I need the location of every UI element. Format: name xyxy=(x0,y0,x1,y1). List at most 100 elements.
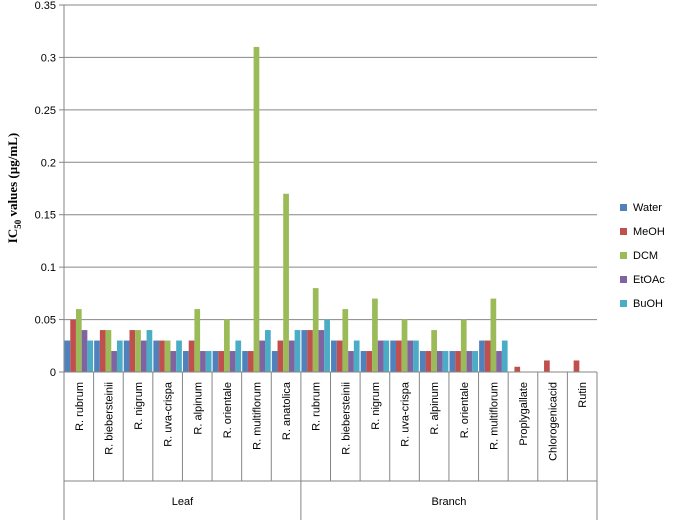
category-label: R. rubrum xyxy=(74,382,86,431)
category-label: R. biebersteinii xyxy=(340,382,352,455)
bar xyxy=(377,340,384,372)
bar xyxy=(307,330,313,372)
category-label: R. biebersteinii xyxy=(103,382,115,455)
bar xyxy=(573,360,580,372)
bars xyxy=(64,46,580,372)
legend-swatch xyxy=(620,204,627,211)
bar xyxy=(87,340,94,372)
bar xyxy=(288,340,295,372)
bar xyxy=(123,340,130,372)
bar xyxy=(94,340,100,372)
bar xyxy=(442,351,449,372)
bar xyxy=(348,351,354,372)
legend: Water MeOH DCM EtOAc BuOH xyxy=(620,202,665,310)
bar xyxy=(312,288,319,372)
legend-label: MeOH xyxy=(633,226,665,238)
y-axis-label: IC50 values (µg/mL) xyxy=(5,133,23,243)
bar xyxy=(436,351,443,372)
bar xyxy=(301,330,308,372)
bar xyxy=(336,340,343,372)
y-tick-labels: 0 0.05 0.1 0.15 0.2 0.25 0.3 0.35 xyxy=(35,0,56,379)
bar xyxy=(324,319,330,372)
bar xyxy=(390,340,396,372)
bar xyxy=(479,340,485,372)
bar xyxy=(413,340,419,372)
category-label: R. alpinum xyxy=(192,382,204,435)
gridlines xyxy=(64,4,597,321)
bar xyxy=(75,309,82,372)
bar xyxy=(490,298,497,372)
bar xyxy=(407,340,414,372)
bar xyxy=(419,351,426,372)
bar xyxy=(383,340,390,372)
y-tick-label: 0.05 xyxy=(35,315,56,327)
bar xyxy=(496,351,502,372)
category-label: R. nigrum xyxy=(370,382,382,430)
bar xyxy=(431,330,437,372)
category-label: R. orientale xyxy=(459,382,471,438)
bar xyxy=(353,340,360,372)
y-tick-label: 0 xyxy=(50,367,56,379)
bar xyxy=(342,309,349,372)
bar xyxy=(135,330,141,372)
bar xyxy=(235,340,242,372)
bar xyxy=(116,340,123,372)
category-label: Rutin xyxy=(577,382,589,408)
bar xyxy=(247,351,254,372)
legend-label: EtOAc xyxy=(633,274,665,286)
bar xyxy=(170,351,177,372)
y-tick-label: 0.3 xyxy=(41,52,56,64)
bar xyxy=(360,351,367,372)
legend-label: Water xyxy=(633,202,662,214)
category-label: R. multiflorum xyxy=(488,382,500,450)
category-label: Proplygallate xyxy=(518,382,530,446)
bar xyxy=(501,340,508,372)
bar xyxy=(455,351,461,372)
category-label: R. uva-crispa xyxy=(163,381,175,447)
bar xyxy=(425,351,432,372)
legend-swatch xyxy=(620,300,627,307)
bar xyxy=(224,319,230,372)
bar xyxy=(176,340,182,372)
bar xyxy=(331,340,337,372)
category-labels: R. rubrum R. biebersteinii R. nigrum R. uva… xyxy=(74,381,589,461)
y-tick-label: 0.25 xyxy=(35,105,56,117)
bar xyxy=(229,351,236,372)
bar xyxy=(544,360,550,372)
bar xyxy=(472,351,478,372)
y-tick-label: 0.2 xyxy=(41,157,56,169)
bar xyxy=(183,351,189,372)
y-tick-label: 0.1 xyxy=(41,262,56,274)
bar xyxy=(242,351,248,372)
group-label: Branch xyxy=(432,496,467,508)
bar xyxy=(253,46,260,372)
bar xyxy=(283,193,289,372)
category-label: R. multiflorum xyxy=(251,382,263,450)
bar xyxy=(271,351,278,372)
legend-swatch xyxy=(620,252,627,259)
group-labels: Leaf Branch xyxy=(172,496,467,508)
bar xyxy=(140,340,147,372)
y-axis-label-rest: values (µg/mL) xyxy=(5,133,20,220)
bar xyxy=(449,351,456,372)
bar xyxy=(64,340,71,372)
bar xyxy=(395,340,402,372)
bar xyxy=(466,351,473,372)
bar xyxy=(129,330,136,372)
category-label: Chlorogenicacid xyxy=(548,382,560,461)
bar xyxy=(401,319,408,372)
bar xyxy=(265,330,271,372)
bar xyxy=(146,330,153,372)
category-label: R. rubrum xyxy=(311,382,323,431)
bar xyxy=(277,340,284,372)
category-label: R. alpinum xyxy=(429,382,441,435)
bar xyxy=(259,340,266,372)
bar xyxy=(205,351,212,372)
legend-swatch xyxy=(620,276,627,283)
bar xyxy=(218,351,225,372)
bar xyxy=(372,298,378,372)
bar xyxy=(212,351,219,372)
group-label: Leaf xyxy=(172,496,194,508)
bar xyxy=(111,351,117,372)
